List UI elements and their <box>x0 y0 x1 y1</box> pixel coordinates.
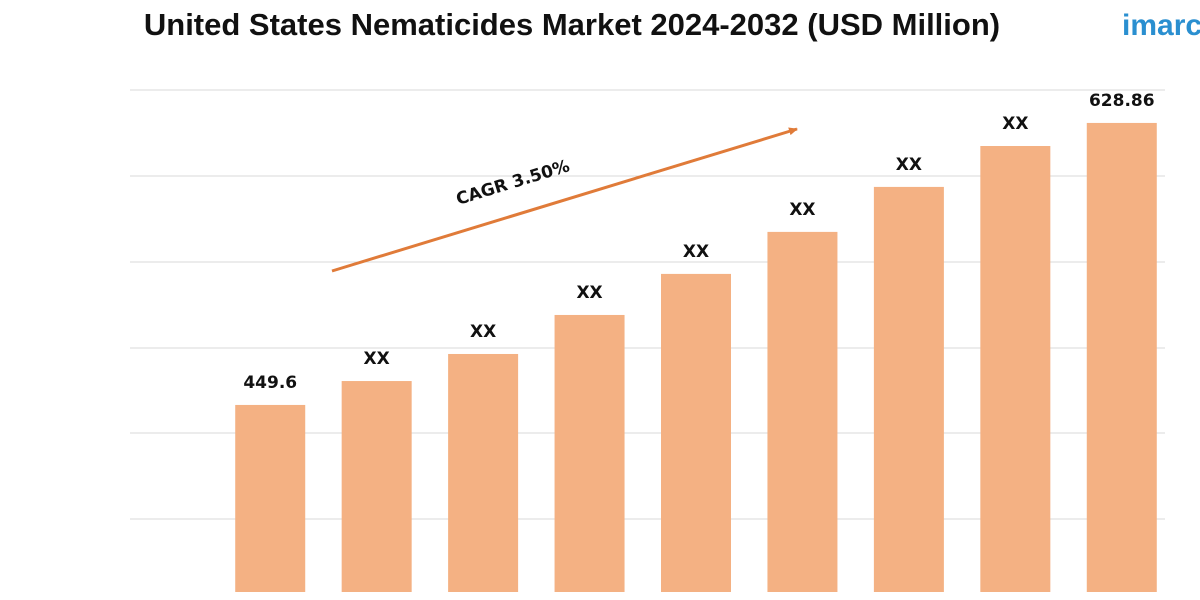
value-label: XX <box>683 242 709 262</box>
bars: 449.6 XX XX XX XX XX XX XX 628.86 <box>235 91 1157 593</box>
bar <box>448 353 519 592</box>
bar <box>554 314 625 592</box>
value-label: XX <box>789 200 815 220</box>
value-label: 449.6 <box>243 373 297 393</box>
cagr-arrow <box>331 127 798 273</box>
bar <box>661 273 731 592</box>
bar <box>1086 122 1157 593</box>
value-label: XX <box>1002 114 1028 134</box>
chart-title: United States Nematicides Market 2024-20… <box>144 7 1000 42</box>
bar <box>767 231 838 593</box>
value-label: XX <box>576 283 602 303</box>
bar <box>980 146 1051 593</box>
bar <box>235 404 306 592</box>
bar <box>341 381 412 592</box>
logo: imarc <box>1122 9 1200 42</box>
bar <box>873 186 944 593</box>
value-label: XX <box>896 155 922 175</box>
value-label: XX <box>470 322 496 342</box>
value-label: 628.86 <box>1089 91 1155 111</box>
value-label: XX <box>364 349 390 369</box>
